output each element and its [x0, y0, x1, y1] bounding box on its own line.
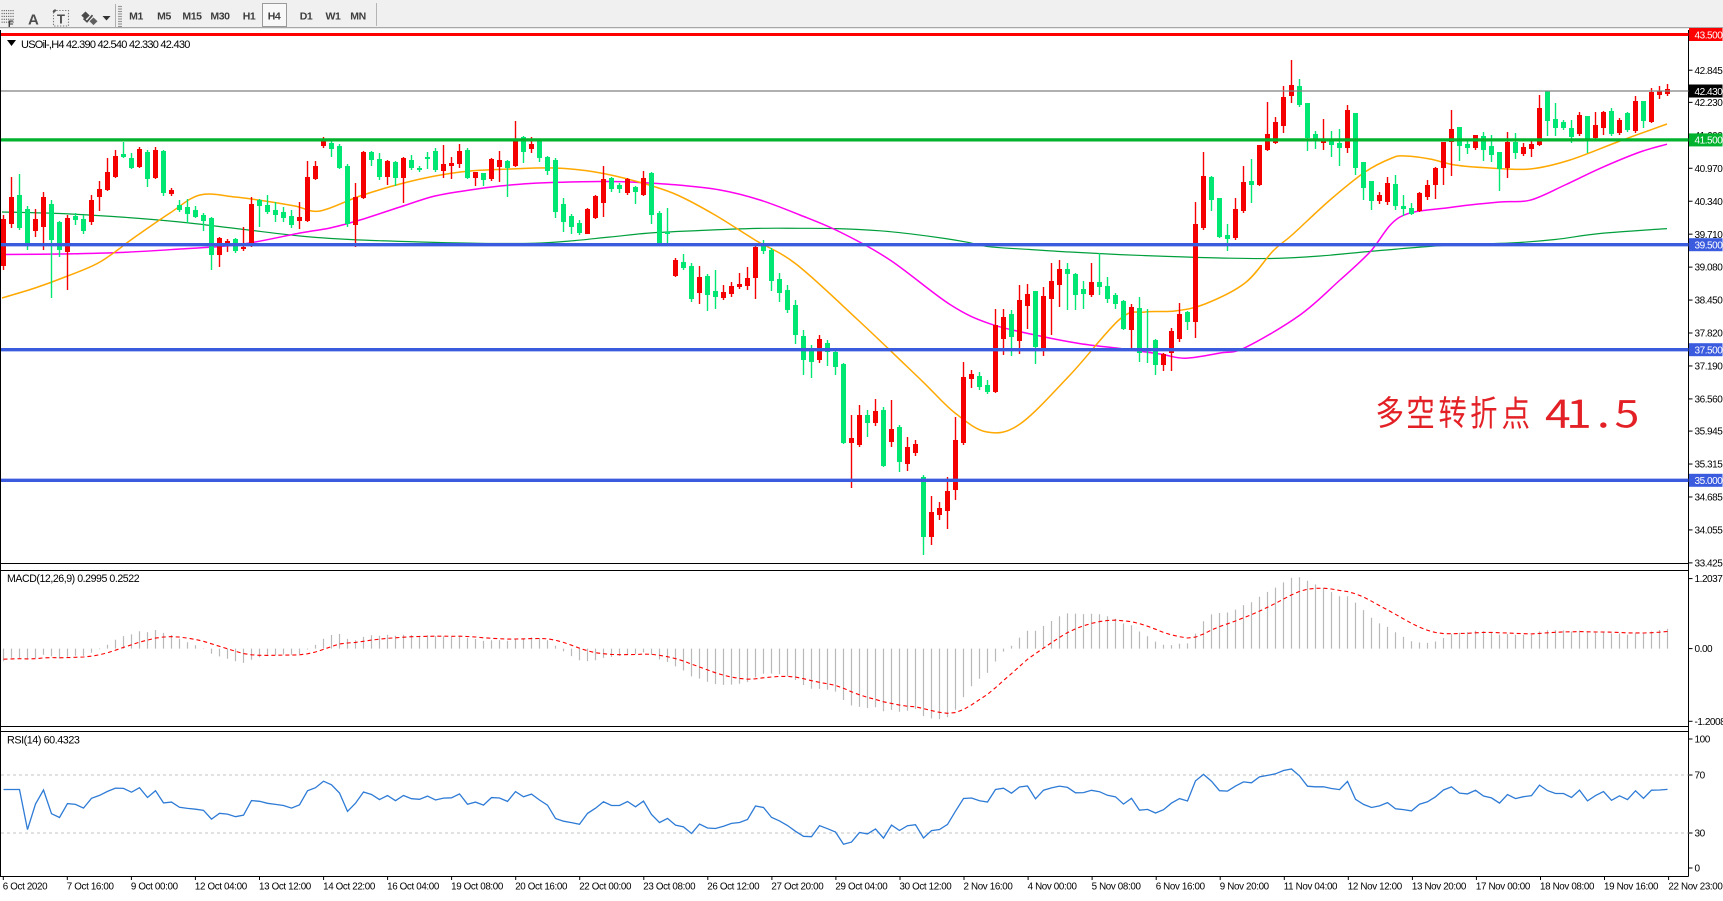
svg-text:42.230: 42.230 — [1695, 98, 1723, 109]
svg-text:0: 0 — [1695, 864, 1701, 875]
svg-text:M5: M5 — [157, 11, 171, 23]
svg-text:36.560: 36.560 — [1695, 395, 1723, 406]
svg-text:M15: M15 — [182, 11, 202, 23]
svg-text:42.430: 42.430 — [1695, 87, 1723, 98]
svg-text:22 Oct 00:00: 22 Oct 00:00 — [579, 881, 632, 892]
svg-text:9 Oct 00:00: 9 Oct 00:00 — [131, 881, 179, 892]
svg-text:T: T — [57, 12, 65, 27]
svg-text:40.340: 40.340 — [1695, 197, 1723, 208]
svg-text:30: 30 — [1695, 829, 1706, 840]
svg-text:39.500: 39.500 — [1695, 241, 1723, 252]
svg-text:100: 100 — [1695, 735, 1711, 746]
svg-text:30 Oct 12:00: 30 Oct 12:00 — [900, 881, 953, 892]
svg-text:35.315: 35.315 — [1695, 460, 1723, 471]
svg-text:F: F — [8, 19, 14, 29]
svg-text:MN: MN — [350, 11, 366, 23]
svg-text:16 Oct 04:00: 16 Oct 04:00 — [387, 881, 440, 892]
svg-text:9 Nov 20:00: 9 Nov 20:00 — [1220, 881, 1270, 892]
svg-text:H1: H1 — [243, 11, 256, 23]
svg-text:37.820: 37.820 — [1695, 329, 1723, 340]
svg-text:37.190: 37.190 — [1695, 362, 1723, 373]
svg-text:17 Nov 00:00: 17 Nov 00:00 — [1476, 881, 1531, 892]
svg-text:34.055: 34.055 — [1695, 526, 1723, 537]
svg-text:-1.2008: -1.2008 — [1695, 717, 1723, 728]
svg-text:38.450: 38.450 — [1695, 296, 1723, 307]
svg-text:M1: M1 — [129, 11, 143, 23]
svg-text:MACD(12,26,9) 0.2995 0.2522: MACD(12,26,9) 0.2995 0.2522 — [7, 573, 140, 585]
svg-text:41.500: 41.500 — [1695, 136, 1723, 147]
svg-text:M30: M30 — [210, 11, 230, 23]
svg-text:D1: D1 — [300, 11, 313, 23]
svg-text:H4: H4 — [268, 11, 281, 23]
svg-text:12 Oct 04:00: 12 Oct 04:00 — [195, 881, 248, 892]
svg-text:11 Nov 04:00: 11 Nov 04:00 — [1284, 881, 1338, 892]
svg-text:27 Oct 20:00: 27 Oct 20:00 — [771, 881, 824, 892]
svg-text:40.970: 40.970 — [1695, 164, 1723, 175]
svg-text:35.000: 35.000 — [1695, 476, 1723, 487]
svg-text:20 Oct 16:00: 20 Oct 16:00 — [515, 881, 568, 892]
svg-text:22 Nov 23:00: 22 Nov 23:00 — [1668, 881, 1723, 892]
svg-text:13 Nov 20:00: 13 Nov 20:00 — [1412, 881, 1467, 892]
svg-text:2 Nov 16:00: 2 Nov 16:00 — [964, 881, 1014, 892]
svg-text:23 Oct 08:00: 23 Oct 08:00 — [643, 881, 696, 892]
svg-text:1.2037: 1.2037 — [1695, 574, 1723, 585]
svg-text:37.500: 37.500 — [1695, 346, 1723, 357]
svg-text:18 Nov 08:00: 18 Nov 08:00 — [1540, 881, 1595, 892]
svg-text:39.080: 39.080 — [1695, 263, 1723, 274]
svg-text:0.00: 0.00 — [1695, 644, 1714, 655]
svg-text:42.845: 42.845 — [1695, 66, 1723, 77]
svg-text:W1: W1 — [326, 11, 342, 23]
svg-text:6 Nov 16:00: 6 Nov 16:00 — [1156, 881, 1206, 892]
svg-text:34.685: 34.685 — [1695, 493, 1723, 504]
svg-text:29 Oct 04:00: 29 Oct 04:00 — [835, 881, 888, 892]
svg-text:35.945: 35.945 — [1695, 427, 1723, 438]
svg-text:43.500: 43.500 — [1695, 30, 1723, 41]
svg-text:A: A — [28, 12, 39, 29]
svg-text:6 Oct 2020: 6 Oct 2020 — [3, 881, 48, 892]
svg-text:26 Oct 12:00: 26 Oct 12:00 — [707, 881, 760, 892]
svg-text:USOil-,H4 42.390 42.540 42.33: USOil-,H4 42.390 42.540 42.330 42.430 — [21, 39, 190, 51]
svg-text:14 Oct 22:00: 14 Oct 22:00 — [323, 881, 376, 892]
svg-text:70: 70 — [1695, 771, 1706, 782]
svg-text:RSI(14) 60.4323: RSI(14) 60.4323 — [7, 735, 80, 747]
svg-text:5 Nov 08:00: 5 Nov 08:00 — [1092, 881, 1142, 892]
svg-text:12 Nov 12:00: 12 Nov 12:00 — [1348, 881, 1403, 892]
svg-text:13 Oct 12:00: 13 Oct 12:00 — [259, 881, 312, 892]
svg-text:19 Oct 08:00: 19 Oct 08:00 — [451, 881, 504, 892]
svg-text:19 Nov 16:00: 19 Nov 16:00 — [1604, 881, 1659, 892]
svg-text:33.425: 33.425 — [1695, 558, 1723, 569]
svg-text:4 Nov 00:00: 4 Nov 00:00 — [1028, 881, 1078, 892]
svg-text:7 Oct 16:00: 7 Oct 16:00 — [67, 881, 115, 892]
